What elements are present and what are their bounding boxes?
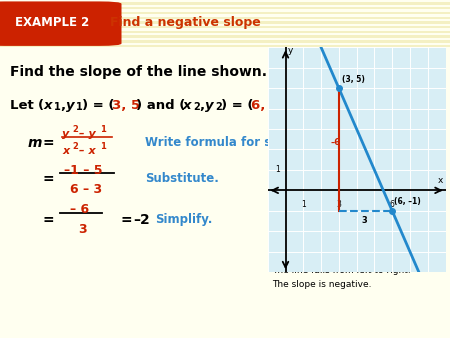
Text: EXAMPLE 2: EXAMPLE 2 bbox=[14, 16, 89, 29]
Text: x: x bbox=[437, 176, 443, 185]
Text: 3, 5: 3, 5 bbox=[112, 99, 140, 112]
Text: 1: 1 bbox=[100, 142, 106, 151]
Text: x: x bbox=[44, 99, 53, 112]
Text: Find a negative slope: Find a negative slope bbox=[110, 16, 261, 29]
Bar bbox=[0, 35, 450, 38]
Text: Substitute.: Substitute. bbox=[145, 172, 219, 186]
Text: 6: 6 bbox=[390, 199, 395, 209]
Text: The line falls from left to right.: The line falls from left to right. bbox=[272, 266, 411, 275]
Text: –2: –2 bbox=[133, 213, 150, 227]
Text: y: y bbox=[287, 46, 292, 55]
Text: – x: – x bbox=[79, 146, 95, 156]
Bar bbox=[0, 45, 450, 47]
Bar bbox=[0, 7, 450, 9]
Bar bbox=[0, 17, 450, 19]
Text: ) and (: ) and ( bbox=[136, 99, 185, 112]
Text: 6 – 3: 6 – 3 bbox=[70, 183, 102, 196]
Text: 2: 2 bbox=[215, 102, 222, 113]
Text: (3, 5): (3, 5) bbox=[342, 75, 365, 84]
Bar bbox=[0, 31, 450, 33]
Text: 2: 2 bbox=[72, 142, 78, 151]
Text: x: x bbox=[183, 99, 192, 112]
Text: y: y bbox=[205, 99, 214, 112]
Text: =: = bbox=[120, 213, 131, 227]
Text: 3: 3 bbox=[362, 216, 368, 225]
Text: 1: 1 bbox=[100, 125, 106, 134]
Text: ) = (: ) = ( bbox=[82, 99, 114, 112]
Bar bbox=[0, 26, 450, 28]
Text: The slope is negative.: The slope is negative. bbox=[272, 280, 372, 289]
Text: m: m bbox=[28, 136, 42, 150]
Text: ,: , bbox=[60, 99, 65, 112]
Text: Write formula for slope.: Write formula for slope. bbox=[145, 136, 304, 149]
Text: – 6: – 6 bbox=[70, 203, 89, 216]
Text: Simplify.: Simplify. bbox=[155, 213, 212, 226]
Text: Find the slope of the line shown.: Find the slope of the line shown. bbox=[10, 65, 267, 79]
Text: x: x bbox=[62, 146, 69, 156]
Bar bbox=[0, 21, 450, 24]
Bar bbox=[0, 12, 450, 14]
Text: 3: 3 bbox=[78, 223, 86, 236]
Text: 2: 2 bbox=[193, 102, 200, 113]
Text: ,: , bbox=[199, 99, 204, 112]
Text: 1: 1 bbox=[301, 199, 306, 209]
Text: (: ( bbox=[38, 99, 44, 112]
Text: –6: –6 bbox=[331, 138, 341, 147]
Text: =: = bbox=[42, 136, 54, 150]
Text: Let: Let bbox=[10, 99, 38, 112]
Bar bbox=[0, 2, 450, 5]
Text: 1: 1 bbox=[76, 102, 83, 113]
Text: (6, –1): (6, –1) bbox=[394, 197, 421, 206]
Text: ) = (: ) = ( bbox=[221, 99, 253, 112]
Text: y: y bbox=[66, 99, 75, 112]
Text: 2: 2 bbox=[72, 125, 78, 134]
Text: 1: 1 bbox=[275, 165, 280, 174]
FancyBboxPatch shape bbox=[0, 1, 122, 46]
Text: –1 – 5: –1 – 5 bbox=[64, 164, 103, 176]
Text: 1: 1 bbox=[54, 102, 61, 113]
Text: ).: ). bbox=[279, 99, 290, 112]
Text: – y: – y bbox=[79, 129, 96, 139]
Text: 6, –1: 6, –1 bbox=[251, 99, 286, 112]
Text: 3: 3 bbox=[337, 199, 341, 209]
Text: =: = bbox=[42, 172, 54, 187]
Text: y: y bbox=[62, 129, 69, 139]
Bar bbox=[0, 40, 450, 43]
Text: =: = bbox=[42, 213, 54, 227]
